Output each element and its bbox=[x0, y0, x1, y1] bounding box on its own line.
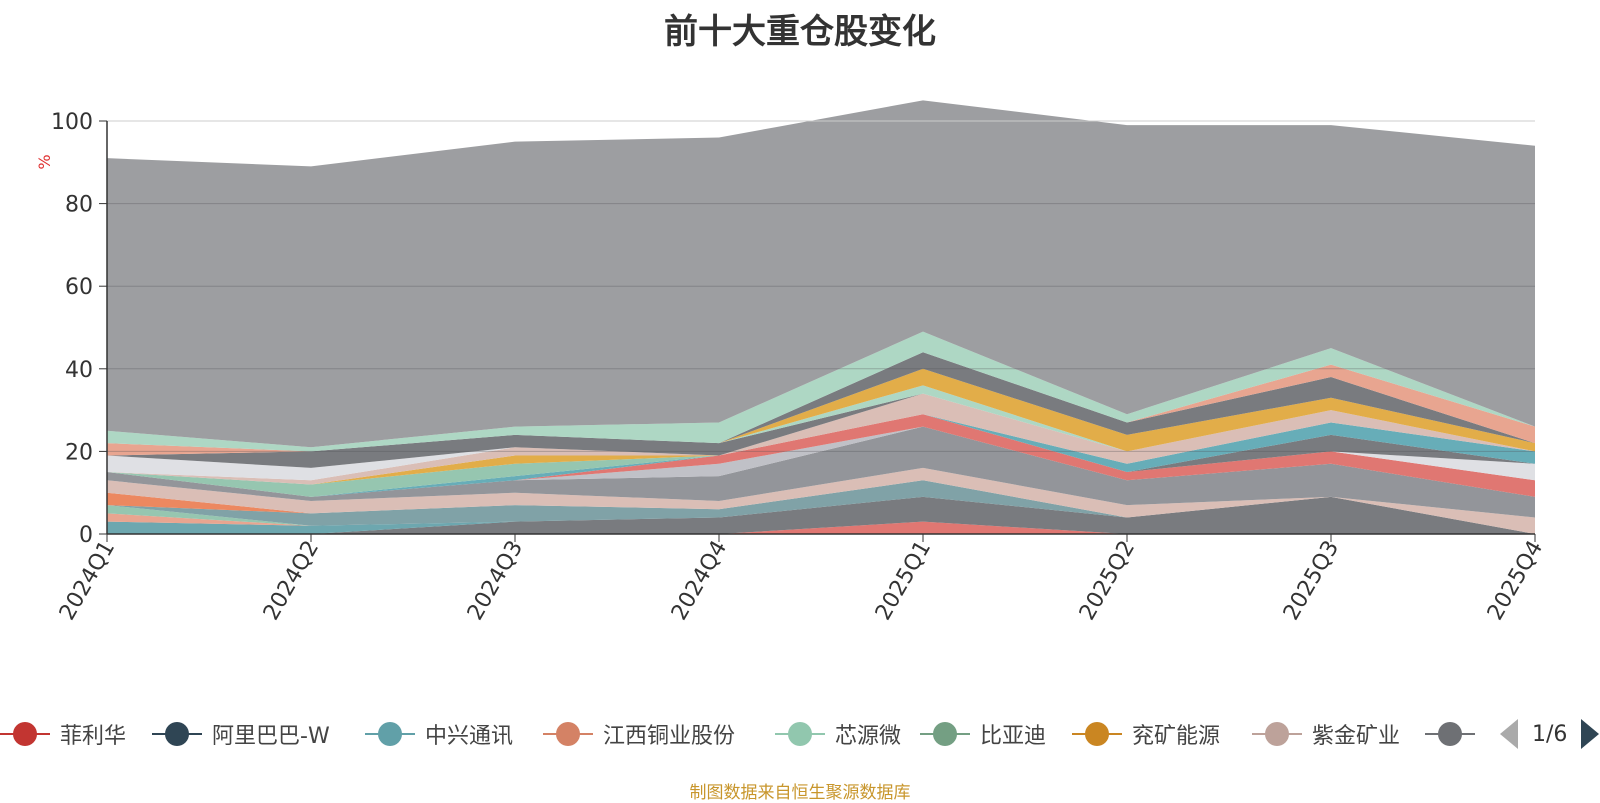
legend-label: 紫金矿业 bbox=[1312, 724, 1401, 749]
x-tick-label: 2024Q4 bbox=[667, 537, 732, 625]
x-tick-label: 2025Q4 bbox=[1483, 537, 1548, 625]
legend: 菲利华 阿里巴巴-W 中兴通讯 江西铜业股份 芯源微 比亚迪 兖矿能源 紫金矿业 bbox=[0, 712, 1600, 756]
x-tick-label: 2024Q1 bbox=[55, 537, 120, 625]
area-series-14 bbox=[107, 414, 1535, 497]
legend-marker-icon bbox=[775, 719, 825, 749]
pager-prev-icon[interactable] bbox=[1500, 719, 1518, 749]
area-series-5 bbox=[107, 480, 1535, 534]
legend-marker-icon bbox=[920, 719, 970, 749]
x-tick-label: 2025Q3 bbox=[1279, 537, 1344, 625]
area-series-7 bbox=[107, 467, 1535, 534]
pager-text: 1/6 bbox=[1532, 721, 1568, 747]
legend-pager: 1/6 bbox=[1500, 712, 1600, 756]
legend-item[interactable]: 比亚迪 bbox=[920, 712, 1046, 756]
area-series-23 bbox=[107, 331, 1535, 452]
legend-marker-icon bbox=[152, 719, 202, 749]
legend-item[interactable]: 紫金矿业 bbox=[1252, 712, 1400, 756]
area-series-10 bbox=[107, 414, 1535, 497]
legend-marker-icon bbox=[1072, 719, 1122, 749]
legend-marker-icon bbox=[0, 719, 50, 749]
area-series-12 bbox=[107, 414, 1535, 497]
area-series-20 bbox=[107, 368, 1535, 456]
legend-marker-icon bbox=[1252, 719, 1302, 749]
area-series-17 bbox=[107, 393, 1535, 481]
legend-marker-icon bbox=[365, 719, 415, 749]
area-series-15 bbox=[107, 414, 1535, 485]
legend-label: 菲利华 bbox=[60, 724, 127, 749]
x-tick-label: 2025Q2 bbox=[1075, 537, 1140, 625]
legend-label: 阿里巴巴-W bbox=[212, 724, 330, 749]
legend-item[interactable]: 中兴通讯 bbox=[365, 712, 513, 756]
area-series-18 bbox=[107, 393, 1535, 468]
legend-item[interactable]: 菲利华 bbox=[0, 712, 126, 756]
legend-item[interactable]: 兖矿能源 bbox=[1072, 712, 1220, 756]
y-tick-label: 40 bbox=[65, 358, 93, 383]
y-axis-unit: % bbox=[35, 154, 54, 169]
x-tick-label: 2025Q1 bbox=[871, 537, 936, 625]
legend-marker-icon bbox=[1425, 719, 1475, 749]
legend-item[interactable]: 江西铜业股份 bbox=[543, 712, 735, 756]
legend-item[interactable]: 芯源微 bbox=[775, 712, 901, 756]
y-tick-label: 100 bbox=[51, 110, 93, 135]
legend-label: 中兴通讯 bbox=[425, 724, 514, 749]
y-tick-label: 20 bbox=[65, 440, 93, 465]
x-tick-label: 2024Q2 bbox=[259, 537, 324, 625]
x-tick-label: 2024Q3 bbox=[463, 537, 528, 625]
y-tick-label: 60 bbox=[65, 275, 93, 300]
area-series-2 bbox=[107, 496, 1535, 534]
chart-title: 前十大重仓股变化 bbox=[664, 12, 936, 52]
legend-label: 江西铜业股份 bbox=[603, 724, 736, 749]
legend-item[interactable]: 阿里巴巴-W bbox=[152, 712, 330, 756]
y-tick-label: 0 bbox=[79, 523, 93, 548]
legend-label: 芯源微 bbox=[835, 724, 902, 749]
legend-item[interactable] bbox=[1425, 712, 1475, 756]
area-series-16 bbox=[107, 393, 1535, 485]
area-series-24 bbox=[107, 100, 1535, 448]
pager-next-icon[interactable] bbox=[1581, 719, 1600, 749]
area-series-8 bbox=[107, 426, 1535, 518]
chart-canvas: 0 20 40 60 80 100% 2024Q1 2024Q2 2024Q3 2024Q4 202… bbox=[35, 100, 1548, 625]
data-source-note: 制图数据来自恒生聚源数据库 bbox=[689, 783, 911, 803]
area-series-1 bbox=[107, 496, 1535, 534]
y-tick-label: 80 bbox=[65, 193, 93, 218]
legend-label: 比亚迪 bbox=[980, 724, 1047, 749]
legend-label: 兖矿能源 bbox=[1132, 724, 1221, 749]
legend-marker-icon bbox=[543, 719, 593, 749]
area-series-21 bbox=[107, 352, 1535, 456]
